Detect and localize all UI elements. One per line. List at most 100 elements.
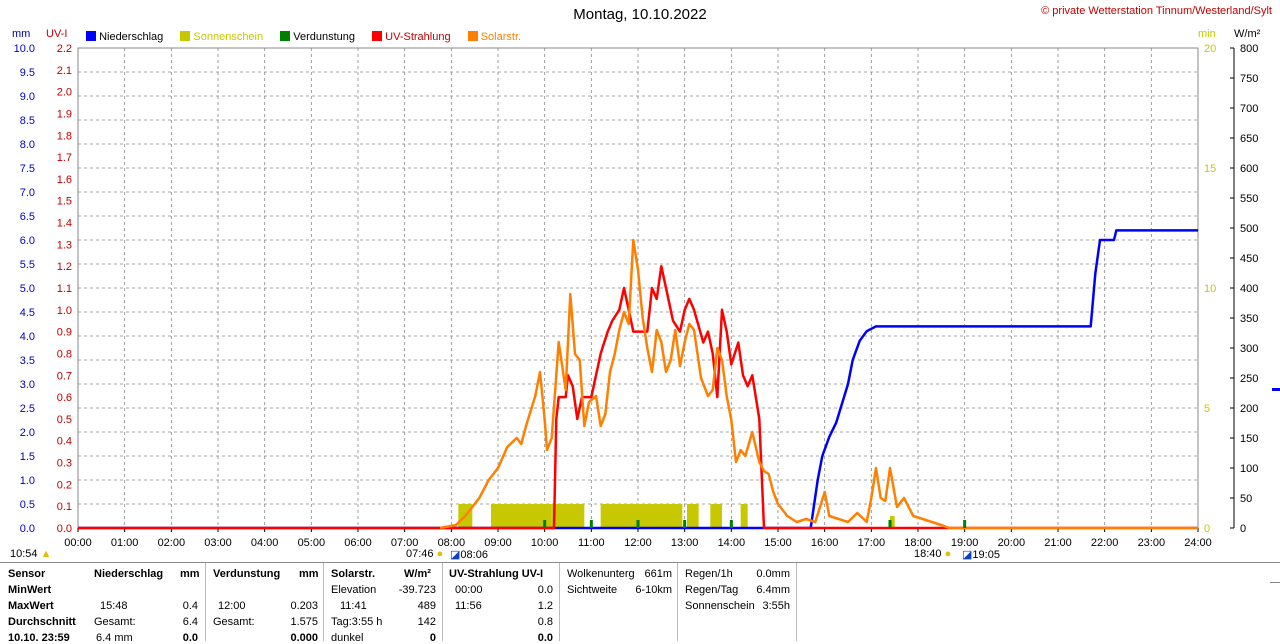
sunshine-bar	[890, 516, 895, 528]
wm2-tick-label: 100	[1240, 463, 1258, 475]
min-tick-label: 5	[1204, 403, 1210, 415]
mm-tick-label: 2.5	[20, 403, 35, 415]
mm-tick-label: 0.0	[20, 523, 35, 535]
mm-tick-label: 7.0	[20, 187, 35, 199]
x-tick-label: 23:00	[1138, 537, 1166, 549]
legend-label-solar: Solarstr.	[480, 31, 522, 43]
x-tick-label: 10:00	[531, 537, 559, 549]
unit-mm: mm	[12, 28, 31, 40]
uv-tick-label: 0.8	[57, 348, 72, 360]
x-tick-label: 16:00	[811, 537, 839, 549]
wm2-tick-label: 600	[1240, 163, 1258, 175]
evaporation-mark	[963, 520, 967, 528]
table-wolken-column: Wolkenunterg 661m Sichtweite 6-10km	[559, 563, 678, 641]
legend-swatch-niederschlag	[86, 31, 96, 41]
x-tick-label: 05:00	[298, 537, 326, 549]
uv-tick-label: 2.2	[57, 43, 72, 55]
uv-tick-label: 1.0	[57, 305, 72, 317]
table-solar-column: Solarstr. W/m² Elevation -39.723 11:41 4…	[323, 563, 442, 644]
unit-min: min	[1198, 28, 1216, 40]
wm2-tick-label: 50	[1240, 493, 1252, 505]
scroll-handle	[1270, 582, 1280, 583]
wm2-tick-label: 450	[1240, 253, 1258, 265]
x-tick-label: 01:00	[111, 537, 139, 549]
table-verdunstung-column: Verdunstung mm 12:00 0.203 Gesamt: 1.575…	[205, 563, 324, 644]
x-tick-label: 19:00	[951, 537, 979, 549]
evaporation-mark	[589, 520, 593, 528]
x-tick-label: 14:00	[718, 537, 746, 549]
mm-tick-label: 1.5	[20, 451, 35, 463]
mm-tick-label: 3.5	[20, 355, 35, 367]
sunshine-bar	[710, 504, 722, 528]
evaporation-mark	[729, 520, 733, 528]
sunrise-civil-label: 07:46 ●	[406, 548, 444, 560]
uv-tick-label: 1.2	[57, 261, 72, 273]
wm2-tick-label: 350	[1240, 313, 1258, 325]
uv-tick-label: 1.1	[57, 283, 72, 295]
x-tick-label: 02:00	[158, 537, 186, 549]
table-niederschlag-column: Niederschlag mm 15:48 0.4 Gesamt: 6.4 6.…	[94, 568, 200, 644]
x-tick-label: 13:00	[671, 537, 699, 549]
wm2-tick-label: 300	[1240, 343, 1258, 355]
unit-uv: UV-I	[46, 28, 68, 40]
sunset-label: 18:40 ●	[914, 548, 952, 560]
uv-tick-label: 2.1	[57, 65, 72, 77]
uv-tick-label: 0.6	[57, 392, 72, 404]
x-tick-label: 09:00	[484, 537, 512, 549]
wm2-tick-label: 750	[1240, 73, 1258, 85]
wm2-tick-label: 650	[1240, 133, 1258, 145]
wm2-tick-label: 550	[1240, 193, 1258, 205]
uv-tick-label: 1.8	[57, 130, 72, 142]
uv-tick-label: 1.9	[57, 108, 72, 120]
uv-tick-label: 1.6	[57, 174, 72, 186]
mm-tick-label: 0.5	[20, 499, 35, 511]
x-tick-label: 15:00	[764, 537, 792, 549]
wm2-tick-label: 200	[1240, 403, 1258, 415]
uv-tick-label: 1.5	[57, 196, 72, 208]
unit-wm2: W/m²	[1234, 28, 1261, 40]
min-tick-label: 0	[1204, 523, 1210, 535]
table-regen-column: Regen/1h 0.0mm Regen/Tag 6.4mm Sonnensch…	[677, 563, 797, 641]
mm-tick-label: 4.5	[20, 307, 35, 319]
sunrise-label: ◪08:06	[450, 549, 488, 561]
min-tick-label: 15	[1204, 163, 1216, 175]
sunshine-bar	[740, 504, 748, 528]
sunshine-bar	[491, 504, 552, 528]
sunshine-bar	[600, 504, 683, 528]
wm2-tick-label: 500	[1240, 223, 1258, 235]
uv-tick-label: 0.9	[57, 327, 72, 339]
uv-tick-label: 0.1	[57, 501, 72, 513]
x-tick-label: 08:00	[438, 537, 466, 549]
table-divider	[0, 562, 1280, 563]
x-tick-label: 12:00	[624, 537, 652, 549]
uv-tick-label: 1.7	[57, 152, 72, 164]
wm2-tick-label: 800	[1240, 43, 1258, 55]
legend-label-uv: UV-Strahlung	[385, 31, 451, 43]
sunshine-bar	[551, 504, 585, 528]
wm2-tick-label: 0	[1240, 523, 1246, 535]
legend-swatch-uv	[372, 31, 383, 41]
legend-label-sonnenschein: Sonnenschein	[193, 31, 264, 43]
legend-label-verdunstung: Verdunstung	[293, 31, 356, 43]
x-tick-label: 21:00	[1044, 537, 1072, 549]
mm-tick-label: 5.0	[20, 283, 35, 295]
uv-tick-label: 2.0	[57, 87, 72, 99]
mm-tick-label: 1.0	[20, 475, 35, 487]
evaporation-mark	[543, 520, 547, 528]
uv-tick-label: 1.3	[57, 239, 72, 251]
uv-tick-label: 0.7	[57, 370, 72, 382]
table-uv-column: UV-Strahlung UV-I 00:00 0.0 11:56 1.2 0.…	[442, 563, 559, 644]
mm-tick-label: 6.0	[20, 235, 35, 247]
wm2-tick-label: 150	[1240, 433, 1258, 445]
uv-tick-label: 0.5	[57, 414, 72, 426]
precipitation-line	[78, 229, 1198, 530]
uv-tick-label: 0.4	[57, 436, 72, 448]
mm-tick-label: 5.5	[20, 259, 35, 271]
moon-marker-label: 10:54 ▲	[10, 548, 52, 560]
uv-tick-label: 1.4	[57, 218, 72, 230]
table-sensor-column: Sensor MinWert MaxWert Durchschnitt 10.1…	[8, 568, 76, 644]
mm-tick-label: 7.5	[20, 163, 35, 175]
mm-tick-label: 10.0	[14, 43, 35, 55]
evaporation-mark	[888, 520, 892, 528]
uv-tick-label: 0.0	[57, 523, 72, 535]
